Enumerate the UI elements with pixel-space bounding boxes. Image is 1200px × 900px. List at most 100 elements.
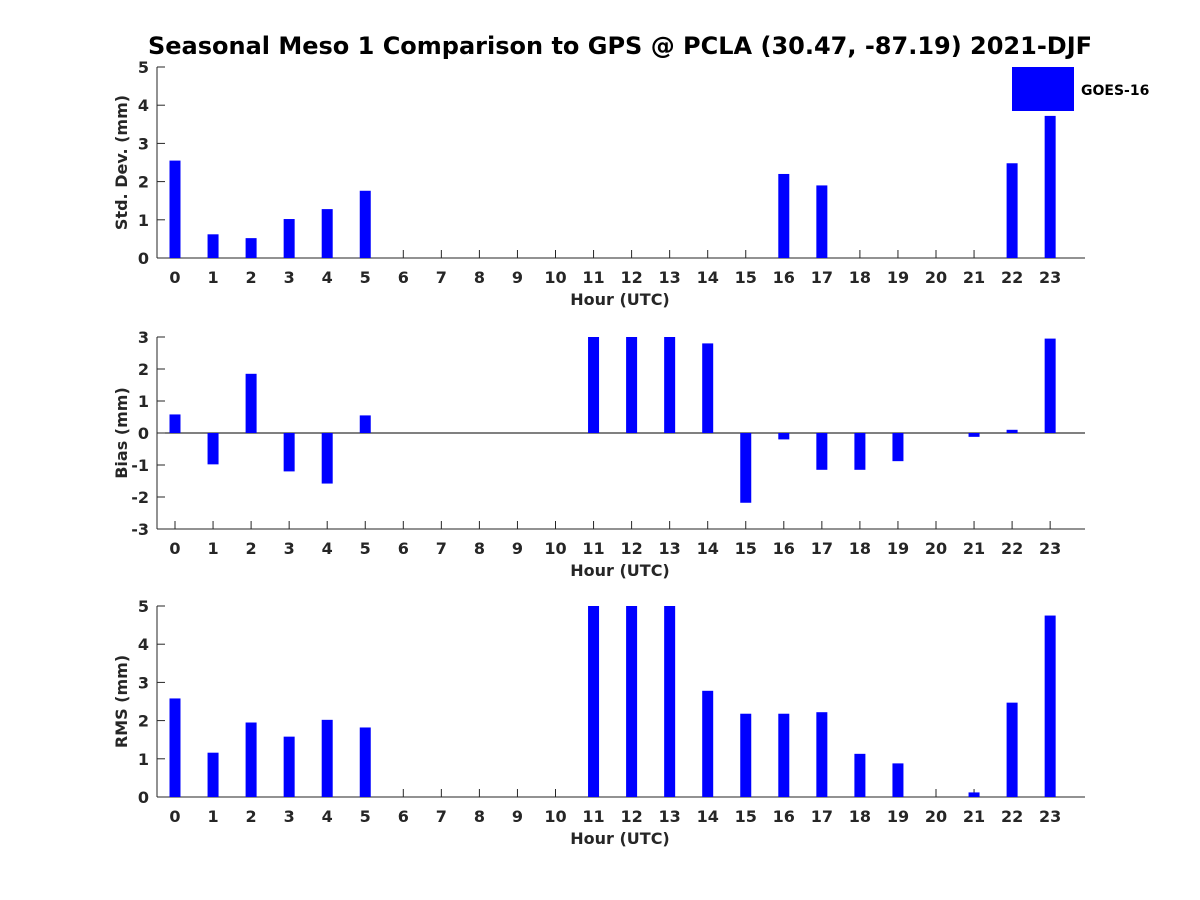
x-tick-label: 18 <box>849 539 871 558</box>
x-tick-label: 11 <box>582 807 604 826</box>
bar-hour-22 <box>1006 429 1018 433</box>
x-tick-label: 1 <box>207 539 218 558</box>
bar-hour-19 <box>892 763 904 797</box>
bar-hour-13 <box>664 606 676 797</box>
bar-hour-18 <box>854 433 866 470</box>
x-tick-label: 17 <box>811 807 833 826</box>
bar-hour-0 <box>169 414 181 433</box>
x-tick-label: 20 <box>925 268 947 287</box>
x-tick-label: 7 <box>436 539 447 558</box>
bar-hour-5 <box>359 415 371 433</box>
x-tick-label: 12 <box>620 268 642 287</box>
x-tick-label: 13 <box>659 807 681 826</box>
bar-hour-4 <box>321 719 333 797</box>
x-tick-label: 1 <box>207 268 218 287</box>
bar-hour-14 <box>702 343 714 433</box>
y-tick-label: -3 <box>131 520 149 539</box>
x-tick-label: 22 <box>1001 539 1023 558</box>
x-tick-label: 20 <box>925 807 947 826</box>
bar-hour-3 <box>283 219 295 258</box>
bar-hour-11 <box>588 606 600 797</box>
bar-hour-2 <box>245 373 257 433</box>
y-tick-label: 1 <box>138 211 149 230</box>
x-axis-label: Hour (UTC) <box>570 829 670 848</box>
bar-hour-2 <box>245 238 257 258</box>
bar-hour-0 <box>169 698 181 797</box>
y-tick-label: 4 <box>138 635 149 654</box>
bar-hour-3 <box>283 433 295 472</box>
bar-hour-12 <box>626 337 638 433</box>
bar-hour-16 <box>778 433 790 440</box>
x-tick-label: 23 <box>1039 268 1061 287</box>
x-tick-label: 14 <box>697 268 719 287</box>
x-tick-label: 10 <box>544 539 566 558</box>
x-tick-label: 3 <box>284 268 295 287</box>
x-tick-label: 22 <box>1001 268 1023 287</box>
x-tick-label: 11 <box>582 539 604 558</box>
y-tick-label: 1 <box>138 392 149 411</box>
x-tick-label: 23 <box>1039 807 1061 826</box>
x-tick-label: 5 <box>360 539 371 558</box>
bar-hour-18 <box>854 753 866 797</box>
y-tick-label: -2 <box>131 488 149 507</box>
x-axis-label: Hour (UTC) <box>570 561 670 580</box>
bar-hour-1 <box>207 433 219 465</box>
x-tick-label: 6 <box>398 268 409 287</box>
y-tick-label: 2 <box>138 360 149 379</box>
y-tick-label: 0 <box>138 788 149 807</box>
x-tick-label: 5 <box>360 268 371 287</box>
x-tick-label: 1 <box>207 807 218 826</box>
x-tick-label: 15 <box>735 807 757 826</box>
x-axis-label: Hour (UTC) <box>570 290 670 309</box>
bar-hour-16 <box>778 713 790 797</box>
y-tick-label: 3 <box>138 328 149 347</box>
y-tick-label: 2 <box>138 712 149 731</box>
x-tick-label: 12 <box>620 807 642 826</box>
x-tick-label: 21 <box>963 539 985 558</box>
x-tick-label: 3 <box>284 807 295 826</box>
x-tick-label: 11 <box>582 268 604 287</box>
x-tick-label: 4 <box>322 539 333 558</box>
x-tick-label: 3 <box>284 539 295 558</box>
bar-hour-0 <box>169 160 181 258</box>
bar-hour-5 <box>359 727 371 797</box>
y-tick-label: 3 <box>138 134 149 153</box>
chart-title: Seasonal Meso 1 Comparison to GPS @ PCLA… <box>148 32 1092 60</box>
x-tick-label: 20 <box>925 539 947 558</box>
x-tick-label: 21 <box>963 268 985 287</box>
x-tick-label: 21 <box>963 807 985 826</box>
bar-hour-1 <box>207 234 219 258</box>
y-axis-label: Std. Dev. (mm) <box>112 95 131 230</box>
x-tick-label: 16 <box>773 807 795 826</box>
x-tick-label: 19 <box>887 268 909 287</box>
x-tick-label: 2 <box>246 807 257 826</box>
bar-hour-15 <box>740 713 752 797</box>
legend-swatch <box>1012 67 1074 111</box>
bar-hour-19 <box>892 433 904 462</box>
bar-hour-21 <box>968 792 980 797</box>
y-tick-label: 0 <box>138 249 149 268</box>
x-tick-label: 19 <box>887 807 909 826</box>
x-tick-label: 22 <box>1001 807 1023 826</box>
x-tick-label: 10 <box>544 807 566 826</box>
x-tick-label: 6 <box>398 539 409 558</box>
bar-hour-16 <box>778 173 790 258</box>
bar-hour-15 <box>740 433 752 503</box>
y-axis-label: Bias (mm) <box>112 387 131 479</box>
x-tick-label: 17 <box>811 268 833 287</box>
x-tick-label: 13 <box>659 539 681 558</box>
bar-hour-1 <box>207 752 219 797</box>
x-tick-label: 15 <box>735 268 757 287</box>
bar-hour-23 <box>1044 615 1056 797</box>
x-tick-label: 12 <box>620 539 642 558</box>
x-tick-label: 2 <box>246 268 257 287</box>
x-tick-label: 6 <box>398 807 409 826</box>
x-tick-label: 15 <box>735 539 757 558</box>
x-tick-label: 14 <box>697 807 719 826</box>
y-tick-label: 5 <box>138 58 149 77</box>
x-tick-label: 8 <box>474 539 485 558</box>
x-tick-label: 7 <box>436 268 447 287</box>
